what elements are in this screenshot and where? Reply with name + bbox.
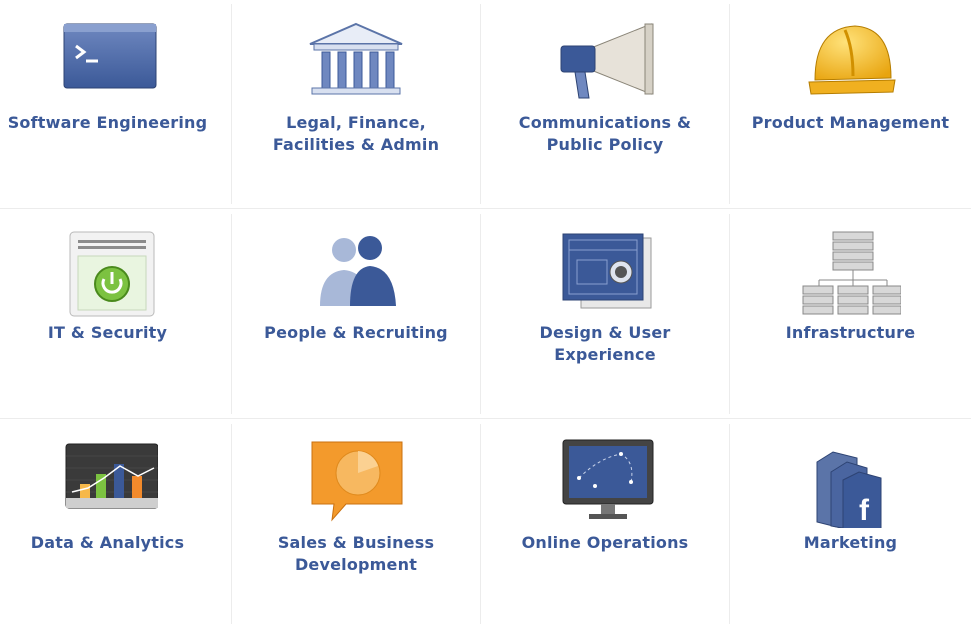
column-divider bbox=[480, 4, 481, 204]
category-people-recruiting[interactable]: People & Recruiting bbox=[232, 210, 480, 418]
column-divider bbox=[480, 214, 481, 414]
category-label: Sales & Business Development bbox=[277, 533, 435, 574]
sales-chat-bubble-icon bbox=[306, 438, 406, 528]
column-divider bbox=[231, 4, 232, 204]
bank-building-icon bbox=[306, 18, 406, 108]
people-silhouettes-icon bbox=[306, 228, 406, 318]
column-divider bbox=[729, 214, 730, 414]
category-marketing[interactable]: f Marketing bbox=[730, 420, 971, 628]
megaphone-icon bbox=[555, 18, 655, 108]
category-label: Product Management bbox=[751, 113, 950, 132]
hard-hat-icon bbox=[801, 18, 901, 108]
blueprint-icon bbox=[555, 228, 655, 318]
category-design-ux[interactable]: Design & User Experience bbox=[481, 210, 729, 418]
monitor-icon bbox=[555, 438, 655, 528]
category-label: People & Recruiting bbox=[264, 323, 448, 342]
category-label: Infrastructure bbox=[785, 323, 916, 342]
column-divider bbox=[729, 424, 730, 624]
category-label: Data & Analytics bbox=[30, 533, 185, 552]
column-divider bbox=[480, 424, 481, 624]
power-server-icon bbox=[58, 228, 158, 318]
category-online-operations[interactable]: Online Operations bbox=[481, 420, 729, 628]
category-label: Software Engineering bbox=[7, 113, 208, 132]
category-label: IT & Security bbox=[47, 323, 168, 342]
category-data-analytics[interactable]: Data & Analytics bbox=[0, 420, 215, 628]
category-product-management[interactable]: Product Management bbox=[730, 0, 971, 208]
category-label: Marketing bbox=[803, 533, 898, 552]
category-legal-finance[interactable]: Legal, Finance, Facilities & Admin bbox=[232, 0, 480, 208]
row-divider bbox=[0, 208, 971, 209]
category-label: Online Operations bbox=[521, 533, 689, 552]
terminal-icon bbox=[58, 18, 158, 108]
column-divider bbox=[231, 424, 232, 624]
category-it-security[interactable]: IT & Security bbox=[0, 210, 215, 418]
category-label: Communications & Public Policy bbox=[518, 113, 692, 154]
category-infrastructure[interactable]: Infrastructure bbox=[730, 210, 971, 418]
svg-text:f: f bbox=[859, 494, 870, 527]
column-divider bbox=[231, 214, 232, 414]
category-communications[interactable]: Communications & Public Policy bbox=[481, 0, 729, 208]
server-network-icon bbox=[801, 228, 901, 318]
category-label: Design & User Experience bbox=[539, 323, 671, 364]
facebook-books-icon: f bbox=[801, 438, 901, 528]
category-sales[interactable]: Sales & Business Development bbox=[232, 420, 480, 628]
category-software-engineering[interactable]: Software Engineering bbox=[0, 0, 215, 208]
column-divider bbox=[729, 4, 730, 204]
category-label: Legal, Finance, Facilities & Admin bbox=[272, 113, 440, 154]
row-divider bbox=[0, 418, 971, 419]
analytics-chart-icon bbox=[58, 438, 158, 528]
